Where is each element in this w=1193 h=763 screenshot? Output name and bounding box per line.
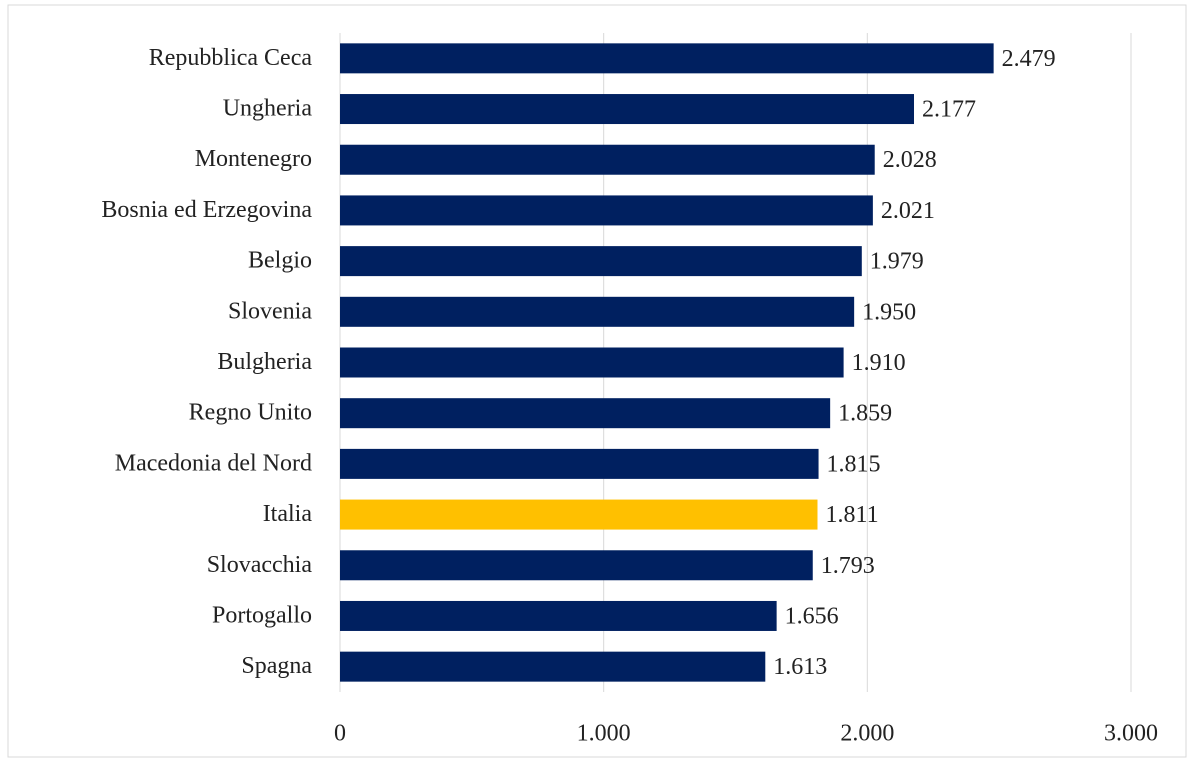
value-label: 1.793 xyxy=(821,553,875,579)
y-tick-label: Macedonia del Nord xyxy=(115,450,312,476)
bar xyxy=(340,296,855,327)
y-tick-label: Repubblica Ceca xyxy=(149,45,313,71)
y-tick-label: Italia xyxy=(263,501,313,527)
x-tick-label: 2.000 xyxy=(840,721,894,747)
bar xyxy=(340,550,813,581)
value-label: 1.979 xyxy=(870,249,924,275)
value-label: 1.859 xyxy=(838,401,892,427)
value-label: 2.479 xyxy=(1002,46,1056,72)
value-label: 1.811 xyxy=(826,502,879,528)
y-tick-label: Spagna xyxy=(241,653,312,679)
bar xyxy=(340,246,862,277)
bar xyxy=(340,144,875,175)
bar xyxy=(340,398,831,429)
value-label: 2.028 xyxy=(883,147,937,173)
y-tick-label: Bulgheria xyxy=(217,349,312,375)
y-tick-label: Slovenia xyxy=(228,298,312,324)
y-tick-label: Portogallo xyxy=(212,602,312,628)
y-tick-label: Belgio xyxy=(248,248,312,274)
bar xyxy=(340,651,766,682)
value-label: 2.177 xyxy=(922,97,976,123)
y-tick-label: Slovacchia xyxy=(207,552,313,578)
chart-border xyxy=(7,4,1187,758)
y-tick-label: Ungheria xyxy=(223,96,313,122)
bar xyxy=(340,347,844,378)
value-label: 1.613 xyxy=(773,654,827,680)
x-tick-label: 3.000 xyxy=(1104,721,1158,747)
x-tick-label: 1.000 xyxy=(577,721,631,747)
bar xyxy=(340,499,818,530)
bar xyxy=(340,448,819,479)
y-tick-label: Regno Unito xyxy=(189,400,312,426)
bar xyxy=(340,600,777,631)
value-label: 1.950 xyxy=(862,299,916,325)
value-label: 2.021 xyxy=(881,198,935,224)
bar xyxy=(340,94,915,125)
x-tick-label: 0 xyxy=(334,721,346,747)
bar xyxy=(340,43,994,74)
bar xyxy=(340,195,873,226)
y-tick-label: Bosnia ed Erzegovina xyxy=(101,197,312,223)
value-label: 1.656 xyxy=(785,603,839,629)
value-label: 1.910 xyxy=(852,350,906,376)
y-tick-label: Montenegro xyxy=(195,146,312,172)
value-label: 1.815 xyxy=(827,451,881,477)
